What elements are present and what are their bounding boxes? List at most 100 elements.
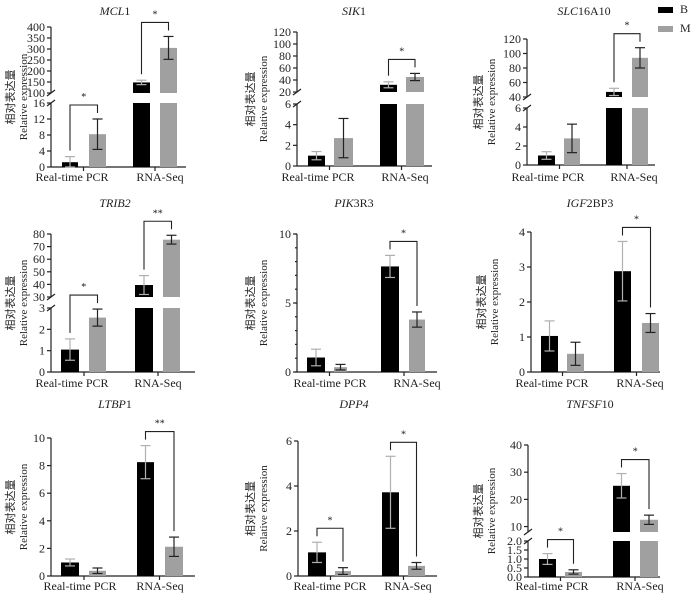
- chart-title-italic: MCL: [99, 4, 125, 18]
- significance-label: *: [401, 228, 406, 239]
- chart-title: TNFSF10: [566, 397, 613, 411]
- y-tick-label: 250: [27, 53, 45, 67]
- y-axis-label-en: Relative expression: [258, 259, 270, 346]
- y-tick-label: 40: [509, 90, 521, 104]
- y-tick-label: 400: [27, 20, 45, 34]
- y-tick-label: 4: [285, 118, 291, 132]
- y-tick-label: 4: [39, 514, 45, 528]
- y-tick-label: 120: [273, 25, 291, 39]
- y-tick-label: 0: [286, 569, 292, 583]
- significance-label: *: [81, 282, 86, 293]
- significance-bracket: [144, 431, 175, 532]
- bar-m-lower: [640, 541, 658, 577]
- chart-title-italic: TNFSF: [566, 397, 602, 411]
- y-tick-label: 100: [273, 37, 291, 51]
- y-axis-label-cn: 相对表达量: [474, 275, 488, 330]
- panel-slc16a10: SLC16A10 相对表达量 Relative expression 0 2 4 64060…: [471, 4, 658, 184]
- bar-b-lower: [606, 108, 622, 165]
- chart-title-italic: PIK: [333, 196, 354, 210]
- bar-m-lower: [160, 103, 177, 167]
- y-tick-label: 350: [27, 31, 45, 45]
- y-tick-label: 6: [286, 434, 292, 448]
- chart-title: SLC16A10: [557, 4, 610, 18]
- y-tick-label: 3: [519, 260, 525, 274]
- y-tick-label: 1.5: [507, 543, 522, 557]
- chart-title-italic: LTBP: [97, 397, 126, 411]
- y-tick-label: 1: [39, 344, 45, 358]
- y-tick-label: 60: [33, 252, 45, 266]
- x-tick-label: Real-time PCR: [36, 376, 109, 390]
- y-tick-label: 2: [39, 541, 45, 555]
- chart-title-roman: 2BP3: [587, 196, 614, 210]
- legend-label-m: M: [680, 21, 691, 35]
- chart-title-roman: 1: [124, 4, 130, 18]
- y-axis-label-en: Relative expression: [18, 463, 30, 550]
- y-tick-label: 2: [515, 139, 521, 153]
- y-tick-label: 0.0: [507, 570, 522, 584]
- y-tick-label: 1: [519, 330, 525, 344]
- y-tick-label: 120: [503, 32, 521, 46]
- y-tick-label: 30: [510, 465, 522, 479]
- chart-title-italic: SLC: [557, 4, 579, 18]
- bar-b-lower: [133, 103, 150, 167]
- y-tick-label: 4: [515, 120, 521, 134]
- axis-break-mark: [523, 528, 533, 536]
- y-tick-label: 16: [33, 96, 45, 110]
- x-tick-label: RNA-Seq: [610, 170, 657, 184]
- significance-bracket: [69, 294, 99, 333]
- y-tick-label: 3: [39, 301, 45, 315]
- legend-swatch-b: [658, 6, 673, 13]
- x-tick-label: Real-time PCR: [282, 170, 355, 184]
- y-axis-label-en: Relative expression: [486, 58, 498, 145]
- bar-m: [409, 319, 425, 372]
- y-tick-label: 0: [39, 569, 45, 583]
- x-tick-label: RNA-Seq: [616, 376, 663, 390]
- y-tick-label: 0: [519, 365, 525, 379]
- y-tick-label: 0: [285, 159, 291, 173]
- bar-m: [408, 565, 425, 576]
- y-axis-label-cn: 相对表达量: [3, 276, 17, 331]
- chart-title-italic: TRIB2: [99, 196, 130, 210]
- y-tick-label: 0: [515, 158, 521, 172]
- chart-title: LTBP1: [97, 397, 132, 411]
- chart-title-roman: 16A10: [578, 4, 611, 18]
- bar-b-lower: [380, 104, 397, 166]
- x-tick-label: Real-time PCR: [36, 170, 109, 184]
- y-tick-label: 70: [33, 240, 45, 254]
- y-axis-label-en: Relative expression: [258, 55, 270, 142]
- significance-label: *: [328, 515, 333, 526]
- y-tick-label: 300: [27, 42, 45, 56]
- y-tick-label: 4: [519, 225, 525, 239]
- bar-b: [308, 552, 326, 576]
- panel-ltbp1: LTBP1 相对表达量 Relative expression 0 2 4 6 8 10 Real…: [3, 397, 195, 593]
- bar-b: [539, 559, 556, 577]
- x-tick-label: RNA-Seq: [136, 170, 183, 184]
- chart-title-roman: 10: [602, 397, 614, 411]
- bar-m: [89, 317, 106, 372]
- y-tick-label: 1.0: [507, 552, 522, 566]
- x-tick-label: Real-time PCR: [516, 376, 589, 390]
- significance-bracket: [620, 458, 650, 510]
- y-axis-label-en: Relative expression: [489, 258, 501, 345]
- y-tick-label: 200: [27, 64, 45, 78]
- chart-title: SIK1: [342, 4, 366, 18]
- chart-title: PIK3R3: [333, 196, 373, 210]
- y-axis-label-en: Relative expression: [18, 259, 30, 346]
- y-tick-label: 40: [510, 438, 522, 452]
- significance-bracket: [69, 104, 99, 151]
- bar-b: [308, 155, 325, 166]
- y-tick-label: 6: [285, 97, 291, 111]
- bar-m: [165, 546, 183, 576]
- x-tick-label: RNA-Seq: [134, 376, 181, 390]
- significance-label: *: [401, 429, 406, 440]
- y-axis-label-en: Relative expression: [486, 467, 498, 554]
- significance-bracket: [621, 226, 652, 308]
- significance-label: **: [153, 208, 163, 219]
- y-tick-label: 0: [39, 365, 45, 379]
- bar-b: [538, 155, 555, 165]
- significance-bracket: [143, 220, 173, 270]
- chart-title: TRIB2: [99, 196, 130, 210]
- legend-item-m: M: [640, 19, 700, 38]
- bar-b: [382, 492, 399, 576]
